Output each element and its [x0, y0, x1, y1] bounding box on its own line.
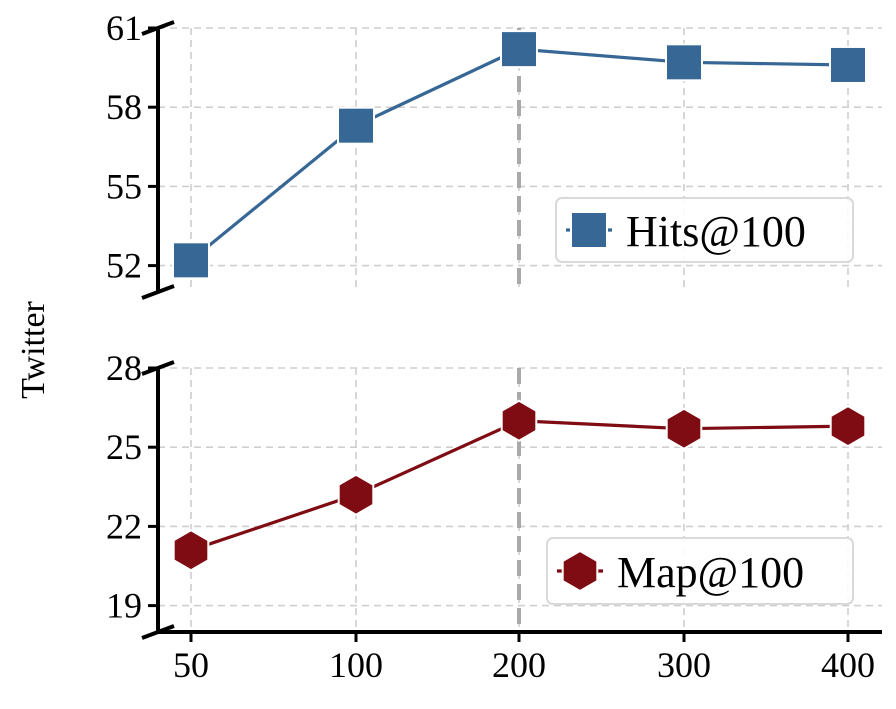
legend-box-0: [555, 197, 854, 263]
x-tick-label: 50: [173, 645, 209, 685]
legend-label: Map@100: [617, 548, 804, 597]
data-point: [500, 30, 538, 69]
y-tick-label: 28: [106, 348, 142, 388]
series-layer: [172, 30, 867, 572]
axes-layer: 52 55 58 61 19 22 25 28 50 100 200 300 400: [106, 8, 882, 685]
data-point: [172, 241, 210, 280]
axis-break-top-0: [141, 20, 175, 36]
data-point: [337, 106, 375, 145]
data-point: [172, 529, 210, 572]
data-point: [500, 399, 538, 442]
y-tick-label: 52: [106, 246, 142, 286]
legend-marker-1: [561, 549, 599, 593]
x-tick-label: 400: [821, 645, 875, 685]
legend-marker-0: [570, 211, 608, 249]
y-tick-label: 22: [106, 506, 142, 546]
y-axis-label: Twitter: [15, 300, 52, 398]
y-tick-label: 58: [106, 87, 142, 127]
x-tick-label: 200: [492, 645, 546, 685]
data-point: [829, 404, 867, 448]
data-point: [665, 43, 703, 82]
axis-break-top-1: [141, 360, 175, 376]
axis-break-bottom-0: [141, 284, 175, 300]
y-tick-label: 25: [106, 427, 142, 467]
legend-box-1: [546, 537, 854, 605]
y-tick-label: 55: [106, 166, 142, 206]
legend-label: Hits@100: [626, 207, 806, 256]
y-tick-label: 19: [106, 586, 142, 626]
x-tick-label: 300: [657, 645, 711, 685]
y-tick-label: 61: [106, 8, 142, 48]
x-tick-label: 100: [329, 645, 383, 685]
legend-layer: Hits@100 Map@100: [546, 197, 854, 605]
data-point: [337, 473, 375, 516]
data-point: [665, 407, 703, 450]
data-point: [829, 45, 867, 84]
